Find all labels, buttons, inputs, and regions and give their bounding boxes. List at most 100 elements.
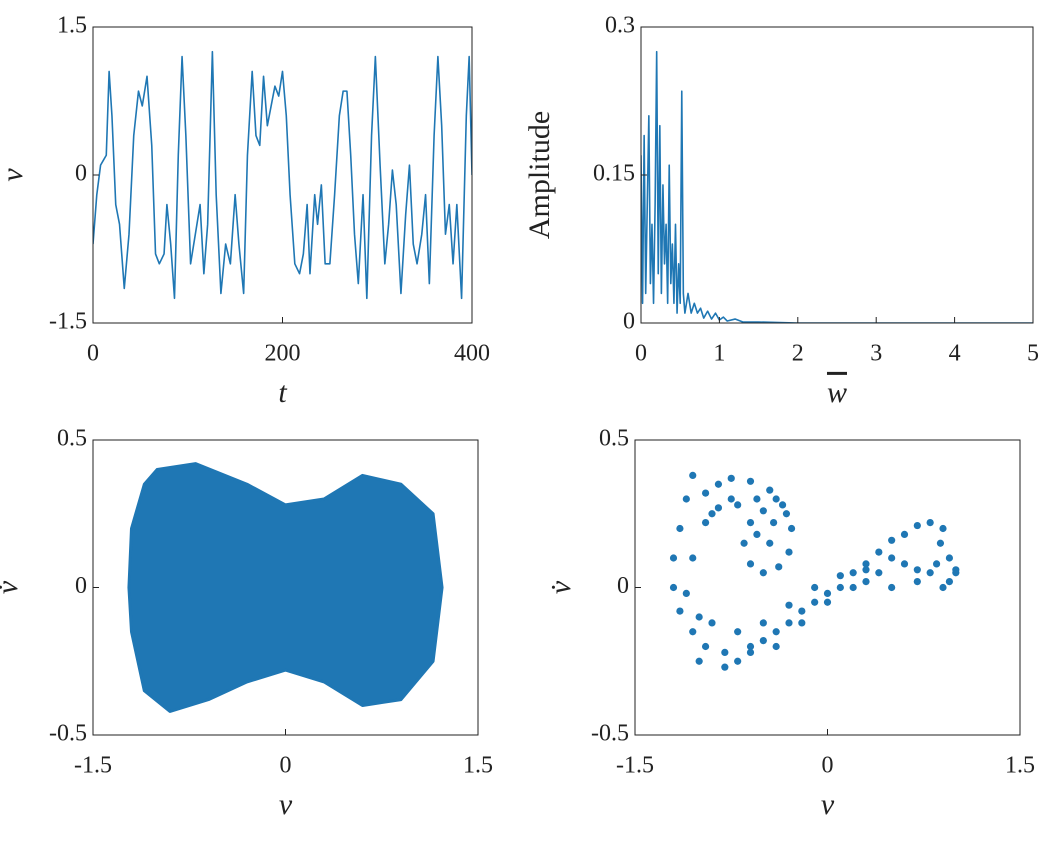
point — [676, 607, 684, 615]
point — [701, 489, 710, 497]
y-axis-label: Amplitude — [523, 111, 556, 239]
point — [759, 619, 767, 627]
point — [701, 519, 710, 527]
point — [714, 504, 723, 512]
point — [714, 480, 723, 488]
point — [862, 566, 870, 574]
point — [862, 560, 870, 568]
y-tick-label: 1.5 — [57, 13, 87, 39]
x-tick-label: 1.5 — [463, 753, 493, 779]
point — [945, 554, 954, 562]
point — [746, 519, 755, 527]
point — [936, 539, 945, 547]
point — [753, 530, 761, 539]
point — [849, 569, 857, 577]
point — [775, 563, 783, 571]
point — [913, 566, 921, 574]
point — [785, 601, 793, 609]
point — [695, 613, 703, 621]
point — [669, 583, 678, 592]
x-axis-label: v — [279, 788, 293, 821]
x-axis-label: v — [821, 788, 835, 821]
point — [939, 524, 947, 533]
point — [875, 548, 883, 556]
plot-area — [93, 50, 472, 300]
point — [689, 554, 697, 562]
point — [746, 648, 755, 657]
y-tick-label: 0 — [75, 161, 87, 187]
point — [689, 628, 697, 636]
point — [669, 554, 678, 562]
y-tick-label: 0.5 — [599, 426, 629, 452]
point — [727, 474, 735, 482]
subplot: -1.5 0 1.5 -0.5 0 0.5 v v̇ — [544, 426, 1035, 821]
point — [888, 554, 896, 562]
x-tick-label: 1 — [713, 341, 725, 367]
x-tick-label: 3 — [870, 341, 882, 367]
x-tick-label: 200 — [265, 341, 301, 367]
point — [734, 628, 742, 636]
point — [798, 619, 806, 627]
point — [785, 619, 793, 627]
line — [127, 462, 444, 713]
line — [93, 50, 472, 300]
line — [641, 50, 1033, 323]
y-axis-label: v̇ — [544, 580, 577, 594]
plot-area — [127, 462, 444, 713]
x-tick-label: 0 — [87, 341, 99, 367]
point — [782, 510, 791, 518]
point — [836, 572, 844, 580]
y-tick-label: 0 — [75, 573, 87, 599]
y-axis-label: v — [0, 168, 29, 182]
point — [759, 507, 767, 515]
point — [900, 560, 909, 568]
point — [823, 589, 832, 598]
point — [772, 495, 780, 503]
y-axis-label: v̇ — [0, 580, 24, 594]
point — [740, 539, 748, 547]
y-tick-label: 0.5 — [57, 426, 87, 452]
point — [766, 486, 774, 494]
point — [849, 583, 857, 592]
y-tick-label: 0.15 — [593, 161, 635, 187]
point — [759, 637, 767, 645]
point — [926, 569, 934, 577]
point — [798, 607, 806, 615]
point — [770, 519, 778, 527]
point — [862, 578, 870, 586]
point — [888, 536, 896, 544]
point — [695, 657, 703, 665]
point — [772, 642, 780, 651]
subplot: -1.5 0 1.5 -0.5 0 0.5 v v̇ — [0, 426, 493, 821]
point — [746, 560, 755, 568]
point — [913, 578, 921, 586]
point — [913, 521, 921, 530]
x-axis-label: t — [278, 376, 287, 409]
point — [766, 539, 774, 547]
x-tick-label: 0 — [635, 341, 647, 367]
x-tick-label: -1.5 — [74, 753, 112, 779]
axes-box — [640, 26, 1034, 324]
x-tick-label: 1.5 — [1005, 753, 1035, 779]
point — [785, 548, 793, 556]
point — [787, 524, 796, 533]
x-tick-label: 0 — [822, 753, 834, 779]
point — [721, 648, 729, 657]
point — [926, 519, 934, 527]
point — [875, 569, 883, 577]
x-tick-label: 400 — [454, 341, 490, 367]
x-tick-label: 5 — [1027, 341, 1039, 367]
point — [836, 583, 844, 592]
point — [811, 583, 819, 592]
point — [945, 578, 954, 586]
point — [708, 510, 716, 518]
point — [727, 495, 735, 503]
x-tick-label: 2 — [792, 341, 804, 367]
point — [682, 589, 690, 598]
point — [746, 477, 755, 485]
y-tick-label: 0 — [623, 309, 635, 335]
point — [932, 560, 941, 568]
point — [734, 501, 742, 509]
